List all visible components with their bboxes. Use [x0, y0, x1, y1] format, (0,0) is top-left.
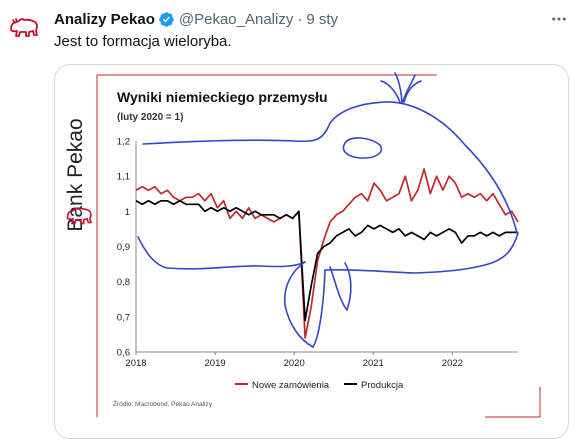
chart-title: Wyniki niemieckiego przemysłu [117, 89, 328, 105]
x-tick-label: 2021 [363, 358, 384, 369]
legend-label-produkcja: Produkcja [361, 380, 404, 391]
whale-fin-right [329, 262, 352, 311]
whale-spout-2 [394, 72, 403, 103]
chart-legend: Nowe zamówienia Produkcja [235, 380, 404, 391]
brand-bison-icon [66, 207, 92, 225]
pekao-bison-logo-icon [10, 18, 38, 37]
verified-badge-icon [158, 11, 175, 28]
more-dots-icon[interactable] [548, 9, 570, 29]
whale-spout-4 [402, 74, 416, 103]
whale-eye [342, 137, 382, 159]
series-layer [135, 168, 519, 339]
whale-fin-left [283, 261, 326, 348]
x-tick-labels: 2018 2019 2020 2021 2022 [125, 352, 463, 369]
y-tick-labels: 0,6 0,7 0,8 0,9 1 1,1 1,2 [117, 137, 130, 359]
whale-back-line [142, 101, 518, 234]
x-tick-label: 2019 [205, 358, 226, 369]
timestamp[interactable]: 9 sty [306, 10, 339, 28]
avatar[interactable] [4, 8, 44, 48]
chart-subtitle: (luty 2020 = 1) [117, 112, 183, 123]
legend-label-nowe: Nowe zamówienia [252, 380, 330, 391]
whale-jaw-line [324, 232, 519, 274]
display-name[interactable]: Analizy Pekao [54, 10, 155, 28]
tweet-text: Jest to formacja wieloryba. [54, 33, 232, 50]
whale-spout-3 [403, 80, 422, 103]
whale-belly-line [137, 236, 306, 270]
tweet-header: Analizy Pekao @Pekao_Analizy · 9 sty [54, 9, 338, 29]
whale-spout-1 [380, 80, 401, 103]
y-tick-label: 1,2 [117, 137, 130, 148]
separator-dot: · [297, 10, 303, 28]
brand-text: Bank Pekao [64, 118, 87, 231]
y-tick-label: 0,8 [117, 277, 130, 288]
handle[interactable]: @Pekao_Analizy [178, 10, 294, 28]
y-tick-label: 1 [125, 207, 130, 218]
x-tick-label: 2022 [442, 358, 463, 369]
source-note: Źródło: Macrobond, Pekao Analizy [113, 399, 213, 408]
whale-drawing [137, 72, 519, 348]
y-tick-label: 1,1 [117, 172, 130, 183]
tweet-media-image[interactable]: Bank Pekao Wyniki niemieckiego przemysłu… [54, 64, 569, 439]
x-tick-label: 2020 [284, 358, 305, 369]
y-tick-label: 0,9 [117, 242, 130, 253]
y-tick-label: 0,6 [117, 348, 130, 359]
x-tick-label: 2018 [125, 358, 146, 369]
chart-svg: Bank Pekao Wyniki niemieckiego przemysłu… [64, 72, 541, 418]
y-tick-label: 0,7 [117, 312, 130, 323]
series-line-nowe-zamowienia [135, 168, 519, 339]
series-line-produkcja [135, 199, 518, 322]
